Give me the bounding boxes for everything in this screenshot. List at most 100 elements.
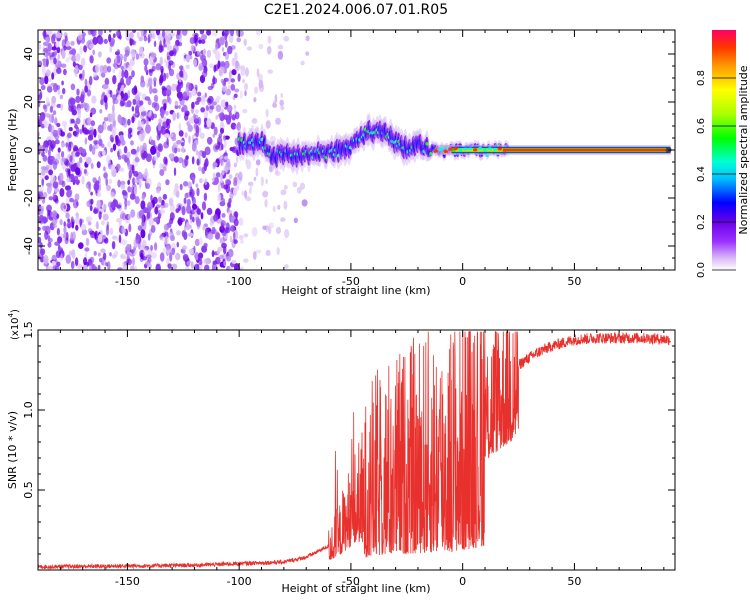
heatmap-noise-speck [46, 185, 52, 195]
heatmap-noise-speck [246, 159, 252, 170]
heatmap-noise-speck [79, 45, 83, 55]
heatmap-noise-speck [100, 248, 106, 253]
spectrogram-y-tick-label: -40 [22, 237, 35, 255]
heatmap-trace-peak [429, 151, 433, 156]
heatmap-noise-speck [187, 181, 192, 189]
heatmap-noise-speck [120, 65, 124, 70]
heatmap-noise-speck [255, 159, 261, 166]
svg-text:(x104): (x104) [7, 309, 21, 340]
heatmap-noise-speck [279, 99, 285, 107]
heatmap-noise-speck [230, 84, 236, 91]
heatmap-noise-speck [184, 266, 190, 270]
heatmap-noise-speck [169, 252, 173, 262]
heatmap-noise-speck [176, 230, 181, 236]
heatmap-noise-speck [233, 211, 239, 218]
heatmap-noise-speck [134, 265, 138, 270]
heatmap-noise-speck [75, 215, 80, 225]
heatmap-noise-speck [179, 33, 182, 42]
heatmap-noise-speck [75, 212, 79, 218]
heatmap-noise-speck [65, 185, 71, 191]
heatmap-noise-speck [46, 182, 52, 187]
colorbar-tick-label: 0.0 [696, 262, 707, 278]
heatmap-noise-speck [233, 93, 238, 99]
heatmap-noise-speck [215, 104, 222, 113]
heatmap-noise-speck [266, 45, 272, 55]
heatmap-noise-speck [61, 49, 66, 60]
heatmap-noise-speck [56, 67, 62, 74]
heatmap-noise-speck [243, 38, 247, 46]
heatmap-noise-speck [292, 181, 298, 188]
spectrogram-panel: -150 -100 -50 0 50 -40 -20 0 20 40 Height of str… [6, 29, 676, 297]
heatmap-noise-speck [65, 231, 69, 241]
heatmap-noise-speck [138, 46, 144, 55]
heatmap-noise-speck [204, 146, 211, 156]
heatmap-noise-speck [204, 178, 208, 186]
heatmap-noise-speck [256, 68, 260, 78]
heatmap-noise-speck [57, 128, 61, 137]
heatmap-noise-speck [165, 72, 169, 79]
heatmap-noise-speck [198, 252, 204, 259]
heatmap-noise-speck [215, 145, 220, 150]
heatmap-noise-speck [217, 60, 221, 70]
heatmap-noise-speck [85, 181, 92, 189]
heatmap-noise-speck [59, 188, 65, 197]
heatmap-noise-speck [293, 217, 298, 223]
heatmap-noise-speck [243, 83, 249, 91]
heatmap-noise-speck [178, 122, 181, 131]
heatmap-noise-speck [277, 204, 281, 210]
heatmap-noise-speck [181, 206, 186, 216]
heatmap-noise-speck [70, 260, 75, 270]
heatmap-noise-speck [121, 225, 125, 234]
heatmap-noise-speck [265, 249, 271, 256]
heatmap-noise-speck [195, 183, 199, 188]
heatmap-noise-speck [221, 213, 226, 218]
heatmap-noise-speck [224, 39, 228, 48]
heatmap-noise-speck [221, 30, 225, 37]
heatmap-noise-speck [265, 178, 268, 185]
heatmap-noise-speck [104, 237, 109, 244]
heatmap-noise-speck [124, 198, 128, 207]
heatmap-noise-speck [92, 49, 95, 56]
heatmap-noise-speck [75, 95, 81, 104]
heatmap-noise-speck [132, 98, 137, 106]
heatmap-noise-speck [109, 252, 112, 257]
heatmap-noise-speck [200, 107, 206, 113]
heatmap-noise-speck [198, 177, 204, 183]
heatmap-noise-speck [221, 169, 225, 176]
heatmap-noise-speck [197, 116, 202, 126]
heatmap-noise-speck [162, 166, 167, 172]
heatmap-noise-speck [301, 199, 308, 207]
heatmap-noise-speck [274, 170, 281, 176]
heatmap-noise-speck [89, 43, 94, 49]
heatmap-noise-speck [70, 40, 75, 46]
heatmap-noise-speck [200, 39, 206, 44]
heatmap-noise-speck [191, 191, 194, 202]
heatmap-noise-speck [84, 78, 88, 87]
heatmap-noise-speck [272, 102, 277, 108]
heatmap-noise-speck [231, 69, 237, 76]
heatmap-noise-speck [46, 37, 51, 43]
heatmap-noise-speck [139, 145, 145, 154]
heatmap-tone-spot [438, 147, 443, 152]
heatmap-noise-speck [189, 55, 193, 60]
heatmap-noise-speck [209, 63, 214, 68]
heatmap-noise-speck [102, 213, 109, 221]
heatmap-noise-speck [41, 65, 46, 75]
heatmap-noise-speck [265, 108, 269, 118]
heatmap-noise-speck [225, 101, 229, 107]
heatmap-noise-speck [164, 133, 170, 139]
heatmap-noise-speck [230, 78, 235, 83]
spectrogram-y-tick-label: 40 [22, 47, 35, 61]
heatmap-noise-speck [156, 151, 161, 158]
heatmap-noise-speck [182, 91, 188, 100]
heatmap-noise-speck [102, 252, 107, 260]
heatmap-noise-speck [182, 254, 189, 261]
heatmap-noise-speck [65, 212, 70, 219]
heatmap-noise-speck [156, 133, 161, 141]
heatmap-noise-speck [189, 210, 193, 220]
spectrogram-x-axis-label: Height of straight line (km) [281, 284, 430, 297]
heatmap-noise-speck [150, 52, 157, 58]
heatmap-noise-speck [47, 241, 52, 248]
heatmap-noise-speck [144, 65, 148, 73]
heatmap-noise-speck [74, 193, 80, 201]
